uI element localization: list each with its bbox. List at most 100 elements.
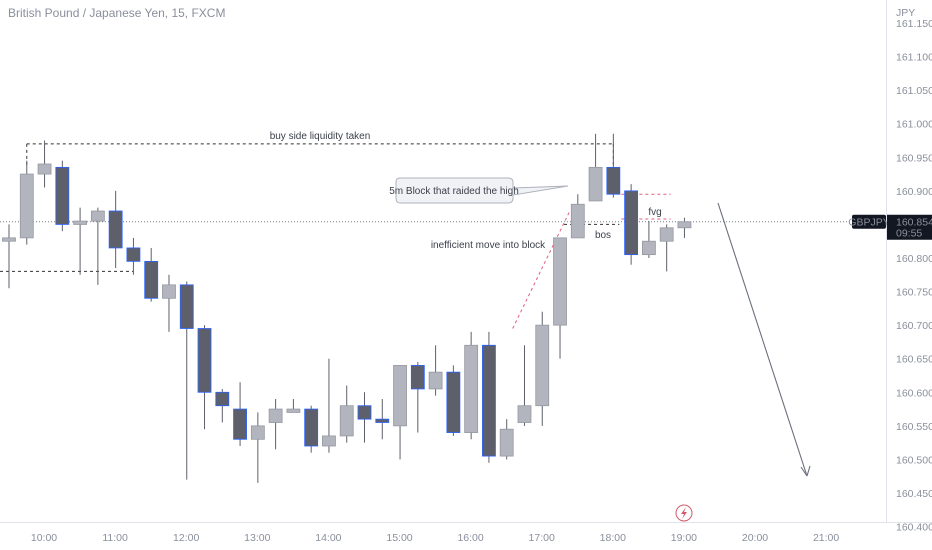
candle[interactable] — [215, 388, 230, 423]
candle-body — [642, 240, 656, 256]
projection-arrow-line — [717, 202, 808, 477]
candle[interactable] — [464, 331, 479, 440]
candle-body — [482, 344, 496, 457]
symbol-badge-bg — [852, 214, 886, 229]
candle-body — [90, 210, 105, 222]
candle[interactable] — [624, 184, 639, 265]
fvg-label: fvg — [648, 207, 661, 218]
price-tick-label: 160.950 — [896, 152, 932, 164]
candle[interactable] — [55, 160, 70, 232]
candle-body — [588, 166, 603, 202]
candle-body — [499, 428, 514, 457]
time-tick-label: 12:00 — [173, 532, 199, 544]
candle-body — [197, 328, 212, 393]
candle-body — [37, 163, 52, 175]
candle[interactable] — [37, 140, 52, 188]
candle[interactable] — [428, 345, 443, 396]
time-tick-label: 10:00 — [31, 532, 57, 544]
price-tick-label: 160.800 — [896, 253, 932, 265]
symbol-badge-label: GBPJPY — [848, 217, 889, 229]
lightning-icon-bolt — [681, 507, 687, 519]
candle-body — [624, 190, 639, 256]
price-axis-bg — [886, 0, 932, 550]
candle-body — [357, 405, 372, 420]
candle[interactable] — [393, 365, 407, 460]
candle[interactable] — [126, 237, 141, 275]
annotation-lines: buy side liquidity taken inefficient move… — [0, 131, 886, 329]
candle[interactable] — [162, 274, 176, 332]
price-tick-label: 161.150 — [896, 18, 932, 30]
candle[interactable] — [233, 382, 247, 446]
candle-body — [535, 324, 550, 407]
candle-body — [2, 237, 16, 242]
block-callout[interactable]: 5m Block that raided the high — [389, 177, 569, 204]
inefficient-move-line — [512, 210, 571, 329]
candle[interactable] — [535, 311, 550, 426]
candle-body — [250, 425, 265, 440]
inefficient-label: inefficient move into block — [431, 240, 546, 251]
candle-body — [126, 247, 141, 262]
candle[interactable] — [179, 281, 194, 480]
candle[interactable] — [197, 325, 212, 430]
candle-body — [517, 405, 532, 423]
annotation-overlay: 5m Block that raided the high — [389, 177, 811, 522]
price-badge-value: 160.854 — [896, 217, 932, 229]
candle[interactable] — [410, 362, 425, 433]
candle[interactable] — [19, 160, 34, 245]
candle[interactable] — [144, 247, 159, 302]
candle[interactable] — [446, 365, 461, 436]
candle-body — [428, 371, 443, 390]
candle-body — [375, 418, 390, 423]
candle[interactable] — [375, 399, 390, 440]
candle-body — [410, 365, 425, 390]
candle-body — [144, 260, 159, 299]
liquidity-label: buy side liquidity taken — [270, 131, 371, 142]
candle[interactable] — [304, 405, 319, 453]
candle-body — [606, 166, 621, 195]
axis-currency-label: JPY — [896, 7, 915, 19]
callout-bubble — [395, 177, 569, 204]
price-badge-countdown: 09:55 — [896, 228, 922, 240]
time-axis: 10:00 11:00 12:00 13:00 14:00 15:00 16:00 17:00… — [0, 522, 932, 544]
projection-arrow-head — [800, 465, 811, 477]
candle[interactable] — [499, 419, 514, 460]
candle[interactable] — [606, 133, 621, 198]
candle[interactable] — [90, 207, 105, 285]
candle-body — [304, 408, 319, 447]
price-tick-label: 160.750 — [896, 287, 932, 299]
candle[interactable] — [642, 221, 656, 258]
price-tick-label: 161.100 — [896, 52, 932, 64]
bos-label: bos — [595, 230, 611, 241]
price-tick-label: 160.400 — [896, 522, 932, 534]
time-tick-label: 13:00 — [244, 532, 270, 544]
candle[interactable] — [677, 217, 692, 238]
candle[interactable] — [553, 237, 567, 359]
candle[interactable] — [108, 190, 123, 269]
candle[interactable] — [250, 412, 265, 483]
lightning-icon[interactable] — [675, 504, 693, 522]
time-tick-label: 21:00 — [813, 532, 839, 544]
candle[interactable] — [517, 345, 532, 426]
price-tick-label: 160.650 — [896, 354, 932, 366]
candle[interactable] — [659, 224, 674, 272]
candle[interactable] — [322, 358, 336, 453]
candle-body — [393, 365, 407, 427]
candle[interactable] — [268, 399, 283, 450]
price-tick-label: 160.700 — [896, 320, 932, 332]
time-tick-label: 18:00 — [600, 532, 626, 544]
candle[interactable] — [73, 207, 87, 275]
candle-body — [215, 391, 230, 407]
candle[interactable] — [2, 224, 16, 289]
candle[interactable] — [286, 399, 301, 413]
candle[interactable] — [357, 392, 372, 443]
candle-body — [322, 435, 336, 447]
candle-body — [570, 203, 585, 239]
candle[interactable] — [570, 194, 585, 239]
price-badge-bg — [887, 214, 932, 240]
candle[interactable] — [339, 385, 354, 443]
price-tick-label: 161.000 — [896, 119, 932, 131]
candle[interactable] — [588, 133, 603, 202]
candle[interactable] — [482, 331, 496, 463]
